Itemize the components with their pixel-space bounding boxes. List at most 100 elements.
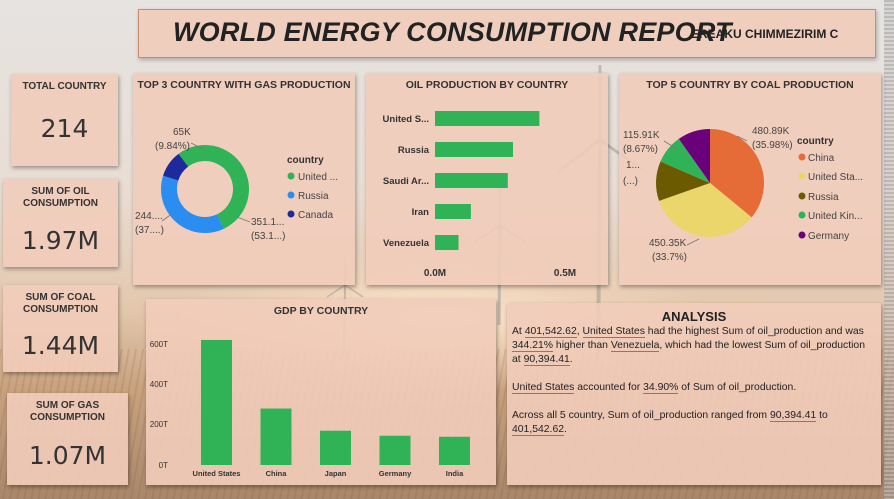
data-label: (8.67%) [623, 144, 658, 155]
y-tick-label: Saudi Ar... [383, 176, 429, 187]
data-label: 351.1... [251, 217, 284, 228]
report-header: WORLD ENERGY CONSUMPTION REPORT EREAKU C… [138, 9, 876, 58]
bar-russia[interactable] [435, 142, 513, 157]
chart-title: OIL PRODUCTION BY COUNTRY [405, 79, 569, 91]
kpi-value: 1.97M [21, 226, 100, 255]
gas-production-chart[interactable]: TOP 3 COUNTRY WITH GAS PRODUCTION 65K (9… [133, 73, 355, 285]
pie-slice-united-sta[interactable] [659, 183, 752, 237]
data-label: (9.84%) [155, 141, 190, 152]
analysis-title: ANALYSIS [661, 309, 727, 324]
kpi-label: SUM OF GAS CONSUMPTION [30, 400, 105, 423]
legend-item-russia[interactable]: Russia [808, 192, 839, 203]
highlight-value[interactable]: 90,394.41 [769, 410, 817, 422]
data-label: (33.7%) [652, 252, 687, 263]
bar-japan[interactable] [320, 430, 351, 465]
analysis-paragraph: United States accounted for 34.90% of Su… [512, 382, 797, 394]
legend-item-germany[interactable]: Germany [808, 231, 849, 242]
legend-title: country [797, 136, 834, 147]
legend-item-canada[interactable]: Canada [298, 210, 333, 221]
donut-slice-canada[interactable] [163, 153, 189, 181]
x-tick-label: United States [193, 469, 241, 478]
bar-germany[interactable] [379, 435, 411, 465]
kpi-card-coal-consumption[interactable]: SUM OF COAL CONSUMPTION 1.44M [3, 285, 118, 372]
report-title: WORLD ENERGY CONSUMPTION REPORT [173, 17, 732, 47]
highlight-value[interactable]: 90,394.41 [523, 354, 570, 366]
bar-united-states[interactable] [201, 339, 232, 465]
pie-slice-united-kin[interactable] [660, 138, 710, 183]
data-label: 65K [173, 127, 191, 138]
highlight-value[interactable]: 401,542.62 [512, 424, 565, 436]
chart-title: GDP BY COUNTRY [273, 305, 369, 317]
gdp-bar-svg: United States China Japan Germany India 600T… [150, 339, 470, 478]
pie-slice-russia[interactable] [656, 161, 710, 201]
bar-saudi-ar[interactable] [435, 173, 508, 188]
data-label: 244.... [135, 211, 163, 222]
kpi-value: 214 [40, 114, 89, 143]
highlight-value[interactable]: 344.21% [512, 340, 554, 352]
y-tick-label: 400T [150, 380, 168, 389]
author-name: EREAKU CHIMMEZIRIM C [691, 27, 839, 41]
y-tick-label: Venezuela [383, 238, 430, 249]
bar-venezuela[interactable] [435, 235, 459, 250]
y-tick-label: 600T [150, 340, 168, 349]
kpi-card-gas-consumption[interactable]: SUM OF GAS CONSUMPTION 1.07M [7, 393, 128, 485]
analysis-panel: ANALYSIS At 401,542.62, United States ha… [507, 303, 881, 485]
kpi-card-oil-consumption[interactable]: SUM OF OIL CONSUMPTION 1.97M [3, 179, 118, 267]
analysis-paragraph: Across all 5 country, Sum of oil_product… [512, 410, 828, 436]
chart-title: TOP 5 COUNTRY BY COAL PRODUCTION [646, 79, 854, 91]
highlight-country[interactable]: United States [512, 382, 575, 394]
kpi-label: SUM OF COAL CONSUMPTION [23, 292, 98, 315]
kpi-card-total-country[interactable]: TOTAL COUNTRY 214 [11, 74, 118, 166]
data-label: 1... [626, 160, 640, 171]
legend-item-united-states[interactable]: United Sta... [808, 172, 863, 183]
analysis-paragraph: At 401,542.62, United States had the hig… [512, 326, 865, 366]
highlight-country[interactable]: Venezuela [610, 340, 660, 352]
bar-india[interactable] [439, 436, 470, 465]
kpi-value: 1.44M [21, 331, 100, 360]
x-tick-label: Japan [325, 469, 347, 478]
x-tick-label: 0.0M [424, 268, 446, 279]
highlight-country[interactable]: United States [582, 326, 645, 338]
data-label: 480.89K [752, 126, 790, 137]
coal-production-chart[interactable]: TOP 5 COUNTRY BY COAL PRODUCTION 480.89K… [619, 73, 881, 285]
x-tick-label: China [266, 469, 288, 478]
chart-title: TOP 3 COUNTRY WITH GAS PRODUCTION [137, 79, 351, 91]
data-label: (53.1...) [251, 231, 285, 242]
data-label: (...) [623, 176, 638, 187]
bar-china[interactable] [260, 408, 292, 465]
oil-production-chart[interactable]: OIL PRODUCTION BY COUNTRY United S... Rus… [366, 73, 608, 285]
y-tick-label: 200T [150, 420, 168, 429]
legend-title: country [287, 155, 324, 166]
x-tick-label: 0.5M [554, 268, 576, 279]
legend-item-china[interactable]: China [808, 153, 835, 164]
bar-united-s[interactable] [435, 111, 540, 126]
donut-slice-united-states[interactable] [178, 145, 250, 229]
coal-pie-svg: 480.89K (35.98%) 115.91K (8.67%) 1... (.… [623, 126, 863, 263]
kpi-label: TOTAL COUNTRY [22, 81, 107, 92]
x-tick-label: India [446, 469, 464, 478]
data-label: 115.91K [623, 130, 660, 141]
legend-item-united-states[interactable]: United ... [298, 172, 338, 183]
data-label: (35.98%) [752, 140, 793, 151]
pie-slice-germany[interactable] [678, 129, 710, 183]
legend-item-united-kingdom[interactable]: United Kin... [808, 211, 862, 222]
y-tick-label: United S... [383, 114, 429, 125]
kpi-value: 1.07M [28, 441, 107, 470]
y-tick-label: 0T [159, 461, 168, 470]
bar-iran[interactable] [435, 204, 471, 219]
gas-donut-svg: 65K (9.84%) 244.... (37....) 351.1... (5… [135, 127, 338, 242]
highlight-value[interactable]: 34.90% [643, 382, 679, 394]
x-tick-label: Germany [379, 469, 412, 478]
pie-slice-china[interactable] [710, 129, 764, 218]
analysis-text: At 401,542.62, United States had the hig… [512, 325, 875, 451]
oil-bar-svg: United S... Russia Saudi Ar... Iran Venezuel… [383, 111, 576, 279]
scrollbar[interactable] [884, 0, 894, 499]
legend-item-russia[interactable]: Russia [298, 191, 329, 202]
gdp-chart[interactable]: GDP BY COUNTRY United States China Japan Ge… [146, 299, 496, 485]
kpi-label: SUM OF OIL CONSUMPTION [23, 186, 98, 209]
donut-slice-russia[interactable] [161, 175, 224, 233]
data-label: (37....) [135, 225, 164, 236]
y-tick-label: Russia [398, 145, 430, 156]
highlight-value[interactable]: 401,542.62 [524, 326, 577, 338]
y-tick-label: Iran [412, 207, 430, 218]
